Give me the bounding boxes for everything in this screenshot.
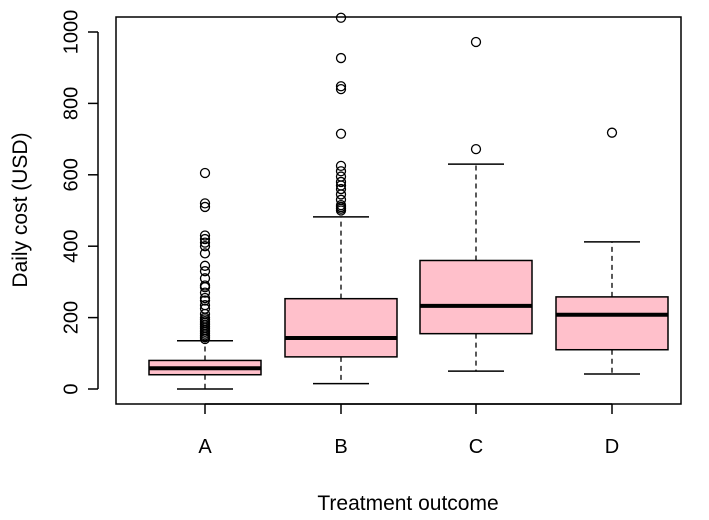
outlier-point bbox=[199, 266, 211, 277]
iqr-box bbox=[284, 297, 398, 358]
outlier-point bbox=[199, 260, 211, 271]
outlier-point bbox=[335, 160, 347, 172]
outlier-point bbox=[335, 194, 347, 205]
outlier-point bbox=[199, 299, 211, 311]
y-axis: 0 200 400 600 800 1000 bbox=[60, 10, 99, 395]
y-tick-label: 0 bbox=[60, 383, 82, 394]
x-tick-label: C bbox=[469, 436, 483, 458]
iqr-box bbox=[555, 296, 669, 351]
box-group-b bbox=[284, 12, 398, 385]
x-axis: A B C D bbox=[198, 403, 619, 458]
outlier-point bbox=[335, 83, 347, 95]
outlier-point bbox=[199, 241, 211, 252]
y-tick-label: 200 bbox=[60, 301, 82, 334]
outlier-point bbox=[335, 81, 347, 92]
outlier-point bbox=[199, 287, 211, 298]
outlier-point bbox=[335, 166, 347, 177]
y-tick-label: 600 bbox=[60, 158, 82, 191]
outlier-point bbox=[199, 201, 211, 213]
outlier-point bbox=[335, 189, 347, 200]
outlier-point bbox=[199, 230, 211, 241]
outlier-point bbox=[199, 167, 211, 179]
outlier-point bbox=[335, 176, 347, 188]
iqr-box bbox=[419, 259, 533, 335]
outlier-point bbox=[199, 280, 211, 291]
outlier-point bbox=[335, 52, 347, 64]
x-tick-label: B bbox=[334, 436, 347, 458]
box-group-d bbox=[555, 127, 669, 375]
outlier-point bbox=[199, 248, 211, 259]
outlier-point bbox=[335, 12, 347, 23]
box-group-c bbox=[419, 36, 533, 372]
x-tick-label: A bbox=[198, 436, 212, 458]
box-group-a bbox=[148, 167, 262, 390]
outlier-point bbox=[199, 292, 211, 304]
x-tick-label: D bbox=[605, 436, 619, 458]
y-axis-title: Daily cost (USD) bbox=[9, 132, 32, 287]
x-axis-title: Treatment outcome bbox=[317, 492, 498, 515]
outlier-point bbox=[199, 198, 211, 209]
outlier-point bbox=[335, 171, 347, 182]
outlier-point bbox=[470, 143, 482, 155]
y-tick-label: 1000 bbox=[60, 10, 82, 55]
outlier-point bbox=[335, 183, 347, 195]
outlier-point bbox=[470, 36, 482, 48]
outlier-point bbox=[199, 233, 211, 245]
y-tick-label: 400 bbox=[60, 230, 82, 263]
outlier-point bbox=[606, 127, 618, 138]
outlier-point bbox=[199, 303, 211, 314]
outlier-point bbox=[199, 273, 211, 284]
outlier-point bbox=[335, 128, 347, 139]
y-tick-label: 800 bbox=[60, 87, 82, 120]
boxes bbox=[148, 12, 669, 390]
outlier-point bbox=[335, 199, 347, 211]
outlier-point bbox=[199, 237, 211, 248]
